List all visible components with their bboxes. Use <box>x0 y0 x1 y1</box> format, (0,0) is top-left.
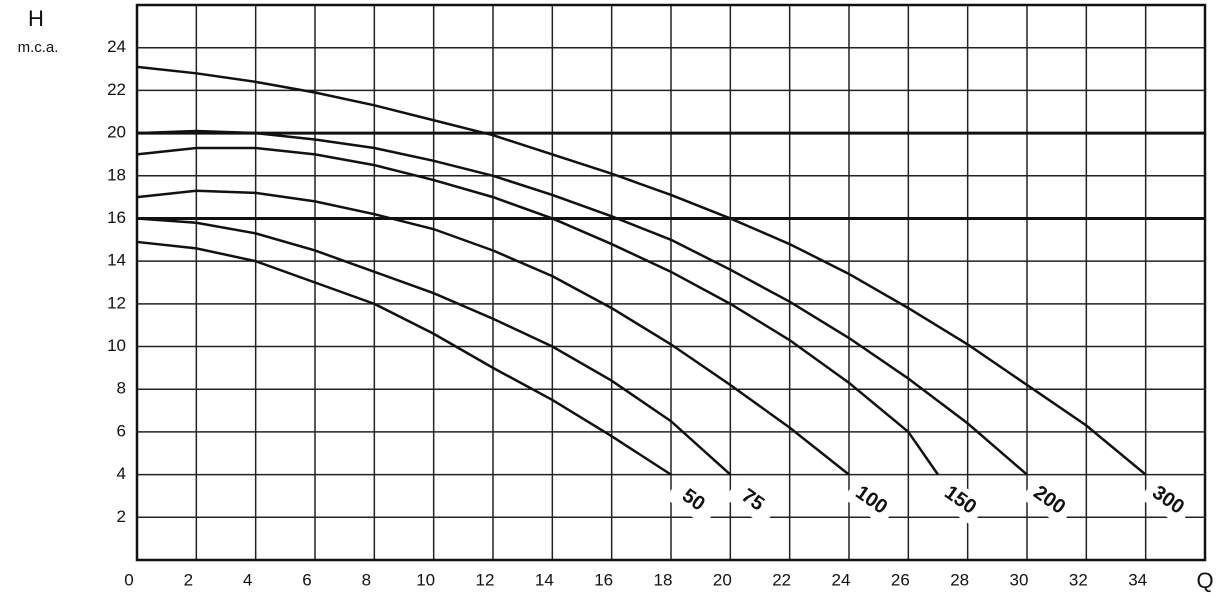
x-tick-label: 34 <box>1128 570 1147 589</box>
x-tick-label: 10 <box>416 570 435 589</box>
curve-label-bg <box>724 475 781 526</box>
curve <box>136 217 732 476</box>
curve-label-group: 300 <box>1139 475 1196 526</box>
y-tick-label: 16 <box>107 208 126 227</box>
y-axis-unit: m.c.a. <box>18 39 59 56</box>
curve-label-bg <box>932 475 988 526</box>
curve-label-bg <box>1021 475 1077 526</box>
x-tick-label: 6 <box>302 570 311 589</box>
y-tick-label: 22 <box>107 80 126 99</box>
y-axis-label: H <box>28 6 44 31</box>
y-tick-label: 10 <box>107 336 126 355</box>
y-tick-label: 8 <box>117 379 126 398</box>
x-tick-label: 12 <box>476 570 495 589</box>
x-tick-label: 0 <box>124 570 133 589</box>
x-tick-label: 30 <box>1010 570 1029 589</box>
x-tick-label: 2 <box>184 570 193 589</box>
x-tick-label: 8 <box>362 570 371 589</box>
x-tick-label: 22 <box>772 570 791 589</box>
x-axis-label: Q <box>1196 568 1213 593</box>
x-tick-label: 4 <box>243 570 252 589</box>
curve-label-group: 75 <box>724 475 781 526</box>
x-tick-label: 20 <box>713 570 732 589</box>
y-tick-label: 2 <box>117 507 126 526</box>
curve <box>136 240 672 476</box>
x-tick-label: 24 <box>832 570 851 589</box>
y-tick-label: 14 <box>107 251 126 270</box>
x-tick-label: 18 <box>654 570 673 589</box>
curve-label-bg <box>843 475 899 526</box>
curve <box>136 65 1147 476</box>
curve <box>136 129 1028 476</box>
y-tick-label: 4 <box>117 464 126 483</box>
y-tick-label: 20 <box>107 123 126 142</box>
x-tick-label: 26 <box>891 570 910 589</box>
y-tick-label: 6 <box>117 421 126 440</box>
x-tick-label: 16 <box>594 570 613 589</box>
x-tick-label: 32 <box>1069 570 1088 589</box>
y-tick-label: 12 <box>107 293 126 312</box>
curve-label-bg <box>665 475 721 526</box>
curve-label-group: 150 <box>932 475 988 526</box>
y-tick-label: 24 <box>107 37 126 56</box>
curve-label-group: 100 <box>843 475 899 526</box>
curve-label-bg <box>1139 475 1196 526</box>
x-tick-label: 14 <box>535 570 554 589</box>
plot-frame <box>135 3 1207 562</box>
curve-label-group: 200 <box>1021 475 1077 526</box>
curve <box>136 189 850 476</box>
y-tick-label: 18 <box>107 165 126 184</box>
x-tick-label: 28 <box>950 570 969 589</box>
curve-label-group: 50 <box>665 475 721 526</box>
curve <box>136 146 940 476</box>
